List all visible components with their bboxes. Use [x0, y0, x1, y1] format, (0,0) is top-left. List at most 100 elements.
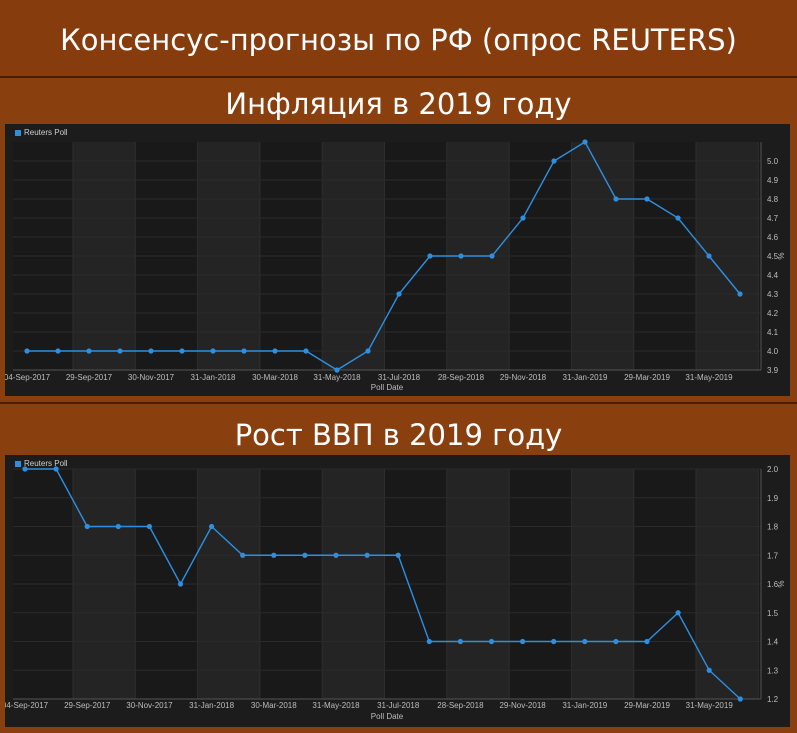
inflation-chart-title: Инфляция в 2019 году: [225, 87, 572, 121]
y-tick-label: 4.3: [767, 290, 779, 299]
inflation-line-chart: 3.9 4.0 4.1 4.2 4.3 4.4 4.5 4.6 4.7 4.8 4.9 5.0% 04-…: [5, 139, 785, 392]
gdp-legend[interactable]: Reuters Poll: [15, 459, 68, 468]
x-tick-label: 28-Sep-2018: [437, 701, 484, 710]
x-tick-label: 31-Jul-2018: [377, 701, 420, 710]
x-tick-label: 31-Jan-2018: [191, 373, 236, 382]
data-point[interactable]: [520, 215, 526, 221]
x-tick-label: 30-Nov-2017: [126, 701, 173, 710]
data-point[interactable]: [458, 253, 464, 259]
y-tick-label: 4.9: [767, 176, 779, 185]
legend-swatch: [15, 460, 21, 467]
data-point[interactable]: [302, 552, 308, 558]
x-tick-label: 29-Sep-2017: [64, 701, 111, 710]
data-point[interactable]: [364, 552, 370, 558]
legend-swatch: [15, 129, 21, 136]
series-line-reuters-poll: [25, 468, 741, 700]
data-point[interactable]: [22, 466, 28, 472]
data-point[interactable]: [117, 348, 123, 354]
data-point[interactable]: [613, 196, 619, 202]
data-point[interactable]: [706, 667, 712, 673]
inflation-legend[interactable]: Reuters Poll: [15, 128, 68, 137]
data-point[interactable]: [396, 291, 402, 297]
data-point[interactable]: [426, 638, 432, 645]
x-tick-label: 31-Jan-2018: [189, 701, 234, 710]
data-point[interactable]: [551, 638, 557, 645]
y-tick-label: 4.7: [767, 214, 779, 223]
y-axis-label: %: [776, 252, 785, 259]
data-point[interactable]: [24, 348, 30, 354]
data-point[interactable]: [644, 196, 650, 202]
x-tick-label: 29-Nov-2018: [500, 373, 547, 382]
y-tick-label: 4.1: [767, 328, 779, 337]
x-tick-label: 04-Sep-2017: [5, 373, 51, 382]
x-axis-label: Poll Date: [371, 383, 404, 392]
data-point[interactable]: [365, 348, 371, 354]
data-point[interactable]: [271, 552, 277, 558]
gdp-chart-panel: Reuters Poll 1.2 1.3 1.4 1.5 1.6 1.7 1.8 1.9 2.0…: [5, 455, 790, 727]
data-point[interactable]: [115, 523, 121, 530]
data-point[interactable]: [488, 638, 495, 645]
x-tick-label: 31-May-2019: [685, 373, 733, 382]
y-tick-label: 4.2: [767, 309, 779, 318]
y-tick-label: 1.7: [767, 551, 779, 560]
data-point[interactable]: [551, 158, 557, 164]
series-line-reuters-poll: [27, 141, 741, 371]
data-point[interactable]: [241, 348, 247, 354]
y-axis-label: %: [776, 580, 785, 587]
y-tick-label: 5.0: [767, 157, 779, 166]
data-point[interactable]: [706, 253, 712, 259]
data-point[interactable]: [209, 523, 215, 530]
data-point[interactable]: [333, 552, 339, 558]
x-tick-label: 28-Sep-2018: [438, 373, 485, 382]
data-point[interactable]: [737, 291, 743, 297]
y-tick-label: 4.5: [767, 252, 779, 261]
x-tick-label: 30-Nov-2017: [128, 373, 175, 382]
data-point[interactable]: [86, 348, 92, 354]
data-point[interactable]: [489, 253, 495, 259]
data-point[interactable]: [179, 348, 185, 354]
data-point[interactable]: [240, 552, 246, 558]
legend-label: Reuters Poll: [24, 128, 68, 137]
x-tick-label: 31-May-2018: [312, 701, 360, 710]
data-point[interactable]: [582, 139, 588, 145]
data-point[interactable]: [177, 581, 184, 587]
data-point[interactable]: [613, 638, 619, 645]
y-tick-label: 2.0: [767, 465, 779, 474]
y-tick-label: 1.9: [767, 494, 779, 503]
y-tick-label: 3.9: [767, 366, 779, 375]
x-tick-label: 29-Mar-2019: [624, 373, 670, 382]
data-point[interactable]: [334, 367, 340, 373]
data-point[interactable]: [644, 638, 650, 645]
data-point[interactable]: [303, 348, 309, 354]
y-tick-label: 4.0: [767, 347, 779, 356]
divider: [0, 402, 797, 404]
gdp-line-chart: 1.2 1.3 1.4 1.5 1.6 1.7 1.8 1.9 2.0% 04-Sep-2017 2…: [5, 465, 785, 721]
data-point[interactable]: [395, 552, 401, 558]
data-point[interactable]: [148, 348, 154, 354]
data-point[interactable]: [427, 253, 433, 259]
data-point[interactable]: [84, 523, 90, 530]
y-tick-label: 1.5: [767, 609, 779, 618]
x-tick-label: 04-Sep-2017: [5, 701, 49, 710]
data-point[interactable]: [457, 638, 463, 645]
data-point[interactable]: [582, 638, 588, 645]
data-point[interactable]: [675, 215, 681, 221]
data-point[interactable]: [210, 348, 216, 354]
y-tick-label: 4.8: [767, 195, 779, 204]
y-tick-label: 1.2: [767, 695, 779, 704]
data-point[interactable]: [53, 466, 59, 472]
legend-label: Reuters Poll: [24, 459, 68, 468]
x-axis-label: Poll Date: [371, 712, 404, 721]
y-tick-label: 1.3: [767, 666, 779, 675]
data-point[interactable]: [55, 348, 61, 354]
x-tick-label: 31-May-2018: [313, 373, 361, 382]
data-point[interactable]: [520, 638, 526, 645]
data-point[interactable]: [272, 348, 278, 354]
y-tick-label: 1.6: [767, 580, 779, 589]
data-point[interactable]: [675, 610, 681, 616]
y-tick-label: 4.6: [767, 233, 779, 242]
data-point[interactable]: [146, 523, 152, 530]
x-tick-label: 31-Jul-2018: [378, 373, 421, 382]
data-point[interactable]: [737, 696, 743, 702]
inflation-chart-panel: Reuters Poll 3.9 4.0 4.1 4.2 4.3 4.4 4.5 4.6 4.7…: [5, 124, 790, 396]
